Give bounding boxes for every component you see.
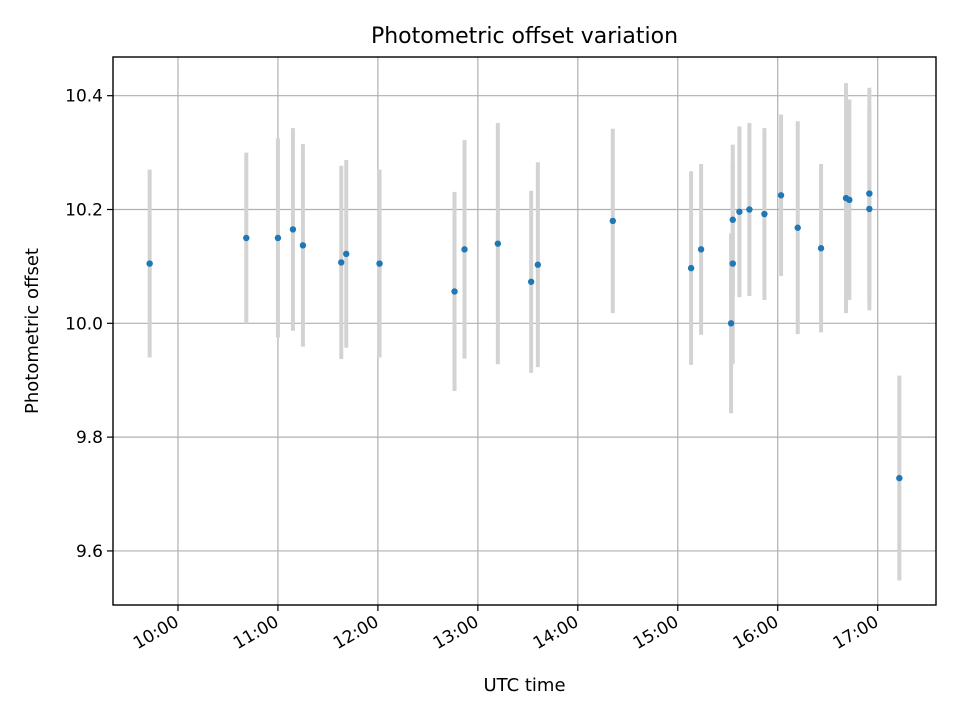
data-point (494, 240, 502, 247)
error-bars (147, 83, 902, 581)
data-point (461, 246, 468, 253)
data-point (243, 234, 250, 242)
x-tick-label: 14:00 (530, 612, 582, 654)
x-tick-label: 17:00 (830, 612, 882, 654)
data-point (896, 474, 903, 482)
x-tick-label: 16:00 (730, 612, 782, 654)
y-axis-ticks: 9.6 9.8 10.0 10.2 10.4 (65, 87, 113, 562)
data-point (761, 210, 768, 218)
data-point (609, 217, 616, 225)
data-point (527, 278, 535, 285)
y-tick-label: 9.8 (76, 428, 103, 448)
x-tick-label: 11:00 (230, 612, 282, 654)
data-point (729, 216, 736, 223)
data-point (794, 224, 801, 231)
data-point (736, 208, 743, 215)
data-point (451, 288, 458, 295)
data-point (299, 242, 307, 249)
data-point (376, 260, 383, 267)
data-point (534, 261, 542, 268)
x-tick-label: 10:00 (130, 612, 182, 654)
data-point (289, 226, 297, 233)
data-point (746, 206, 753, 213)
y-tick-label: 10.0 (65, 314, 103, 334)
data-point (866, 205, 873, 213)
data-point (687, 264, 695, 272)
grid (113, 57, 936, 605)
x-tick-label: 12:00 (330, 612, 382, 654)
data-points (146, 190, 903, 482)
y-tick-label: 10.4 (65, 87, 103, 107)
y-tick-label: 10.2 (65, 201, 103, 221)
chart-title: Photometric offset variation (371, 24, 678, 49)
data-point (338, 259, 345, 266)
data-point (817, 245, 825, 252)
x-tick-label: 15:00 (630, 612, 682, 654)
data-point (697, 246, 705, 253)
y-axis-label: Photometric offset (22, 248, 43, 414)
y-tick-label: 9.6 (76, 542, 103, 562)
data-point (274, 234, 282, 242)
data-point (727, 320, 735, 327)
data-point (343, 250, 350, 258)
data-point (729, 260, 736, 267)
data-point (866, 190, 873, 197)
x-tick-label: 13:00 (430, 612, 482, 654)
data-point (777, 192, 785, 199)
data-point (846, 196, 853, 204)
x-axis-label: UTC time (483, 675, 565, 696)
data-point (146, 260, 153, 267)
plot-frame (112, 56, 937, 606)
x-axis-ticks: 10:00 11:00 12:00 13:00 14:00 15:00 16:00 17:00 (130, 605, 882, 654)
